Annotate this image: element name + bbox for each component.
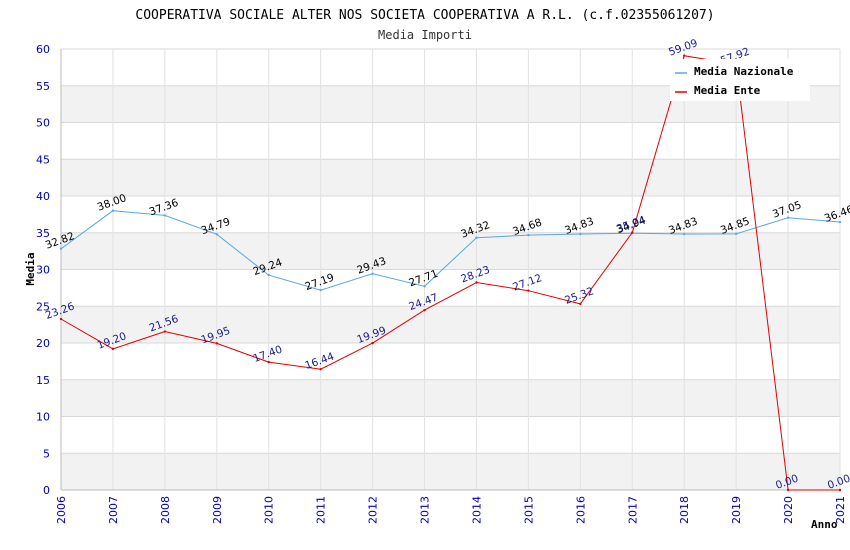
x-tick-2011: 2011 bbox=[315, 496, 328, 524]
point-nazionale-2018 bbox=[683, 232, 686, 236]
line-nazionale bbox=[60, 210, 841, 291]
y-tick-15: 15 bbox=[36, 374, 50, 387]
band-30 bbox=[61, 232, 840, 270]
point-nazionale-2016 bbox=[579, 232, 582, 236]
point-ente-2012 bbox=[371, 341, 374, 345]
band-0 bbox=[61, 453, 840, 490]
y-tick-55: 55 bbox=[36, 80, 50, 93]
y-tick-50: 50 bbox=[36, 117, 50, 130]
x-tick-2018: 2018 bbox=[678, 496, 691, 524]
x-tick-2007: 2007 bbox=[107, 496, 120, 524]
point-ente-2018 bbox=[683, 54, 686, 57]
point-nazionale-2014 bbox=[475, 236, 478, 239]
y-tick-40: 40 bbox=[36, 190, 50, 203]
x-tick-2012: 2012 bbox=[367, 496, 380, 524]
x-tick-2015: 2015 bbox=[522, 496, 535, 524]
point-nazionale-2008 bbox=[163, 214, 167, 217]
y-tick-20: 20 bbox=[36, 337, 50, 350]
band-20 bbox=[61, 306, 840, 343]
point-ente-2006 bbox=[59, 317, 63, 321]
x-tick-2019: 2019 bbox=[730, 496, 743, 524]
point-ente-2007 bbox=[111, 347, 115, 351]
point-ente-2015 bbox=[527, 289, 530, 292]
chart-title: COOPERATIVA SOCIALE ALTER NOS SOCIETA CO… bbox=[135, 8, 714, 23]
x-tick-2006: 2006 bbox=[55, 496, 68, 524]
x-tick-2016: 2016 bbox=[574, 496, 587, 524]
point-ente-2011 bbox=[319, 367, 322, 371]
y-tick-35: 35 bbox=[36, 227, 50, 240]
point-nazionale-2013 bbox=[423, 285, 426, 288]
x-tick-labels: 2006 2007 2008 2009 2010 2011 2012 2013 2014 2015… bbox=[55, 496, 847, 524]
point-ente-2013 bbox=[423, 308, 426, 312]
axes bbox=[60, 49, 840, 491]
point-nazionale-2020 bbox=[786, 216, 790, 219]
x-tick-2009: 2009 bbox=[211, 496, 224, 524]
point-nazionale-2006 bbox=[59, 247, 63, 250]
point-nazionale-2021 bbox=[838, 220, 842, 224]
band-40 bbox=[61, 159, 840, 196]
x-tick-2021: 2021 bbox=[834, 496, 847, 524]
point-ente-2020 bbox=[786, 488, 790, 492]
y-tick-10: 10 bbox=[36, 411, 50, 424]
point-nazionale-2009 bbox=[215, 233, 218, 236]
x-axis-label: Anno bbox=[811, 518, 838, 531]
point-nazionale-2007 bbox=[111, 209, 115, 212]
point-nazionale-2012 bbox=[371, 272, 374, 275]
point-ente-2016 bbox=[579, 302, 582, 306]
point-nazionale-2015 bbox=[527, 233, 530, 237]
point-ente-2021 bbox=[838, 488, 842, 492]
x-tick-2008: 2008 bbox=[159, 496, 172, 524]
y-tick-25: 25 bbox=[36, 300, 50, 313]
x-tick-2013: 2013 bbox=[419, 496, 432, 524]
legend: Media Nazionale Media Ente bbox=[670, 59, 810, 101]
y-tick-30: 30 bbox=[36, 264, 50, 277]
legend-box bbox=[670, 59, 810, 101]
plot-bands bbox=[61, 85, 840, 490]
point-ente-2008 bbox=[163, 330, 167, 333]
gridlines bbox=[60, 48, 841, 491]
point-nazionale-2019 bbox=[734, 232, 738, 236]
point-ente-2009 bbox=[215, 342, 218, 345]
x-tick-2017: 2017 bbox=[626, 496, 639, 524]
y-tick-60: 60 bbox=[36, 43, 50, 56]
point-nazionale-2011 bbox=[319, 288, 322, 292]
y-axis-label: Media bbox=[24, 252, 37, 285]
point-ente-2010 bbox=[267, 360, 270, 364]
chart-subtitle: Media Importi bbox=[378, 28, 472, 42]
legend-label-ente: Media Ente bbox=[694, 84, 761, 97]
x-tick-2020: 2020 bbox=[782, 496, 795, 524]
legend-label-nazionale: Media Nazionale bbox=[694, 65, 794, 78]
point-nazionale-2010 bbox=[267, 273, 270, 277]
y-tick-labels: 0 5 10 15 20 25 30 35 40 45 50 55 60 bbox=[36, 43, 50, 497]
x-tick-2010: 2010 bbox=[263, 496, 276, 524]
band-10 bbox=[61, 379, 840, 417]
x-tick-2014: 2014 bbox=[470, 496, 483, 524]
y-tick-45: 45 bbox=[36, 153, 50, 166]
y-tick-5: 5 bbox=[43, 447, 50, 460]
point-ente-2014 bbox=[475, 281, 478, 284]
y-tick-0: 0 bbox=[43, 484, 50, 497]
point-ente-2017 bbox=[631, 231, 634, 234]
